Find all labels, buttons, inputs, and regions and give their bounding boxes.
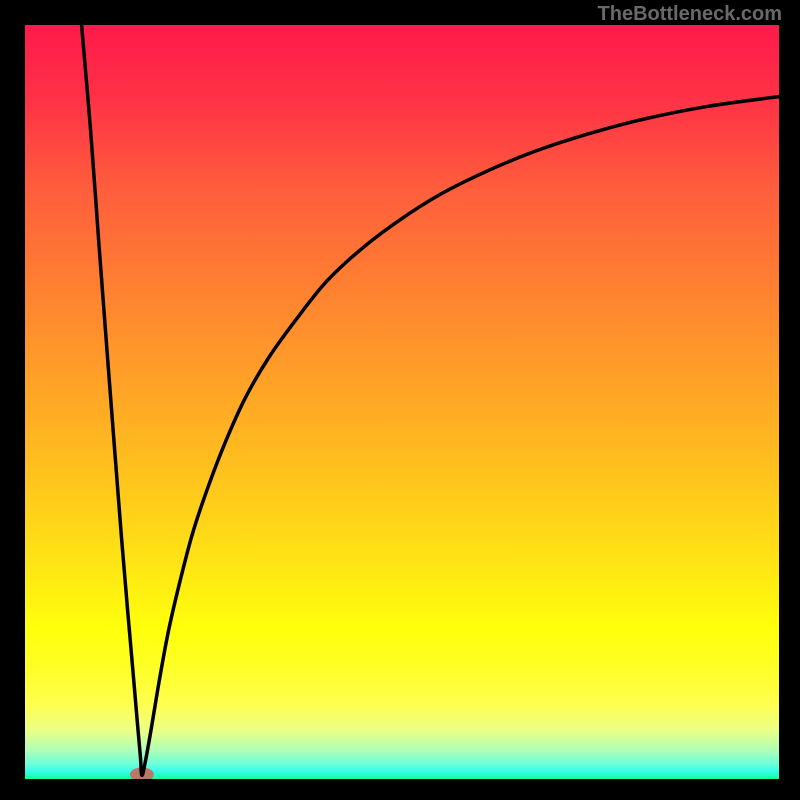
chart-svg bbox=[25, 25, 779, 779]
watermark-text: TheBottleneck.com bbox=[598, 3, 782, 26]
chart-container: TheBottleneck.com bbox=[0, 0, 800, 800]
gradient-background bbox=[25, 25, 779, 779]
plot-area bbox=[25, 25, 779, 779]
